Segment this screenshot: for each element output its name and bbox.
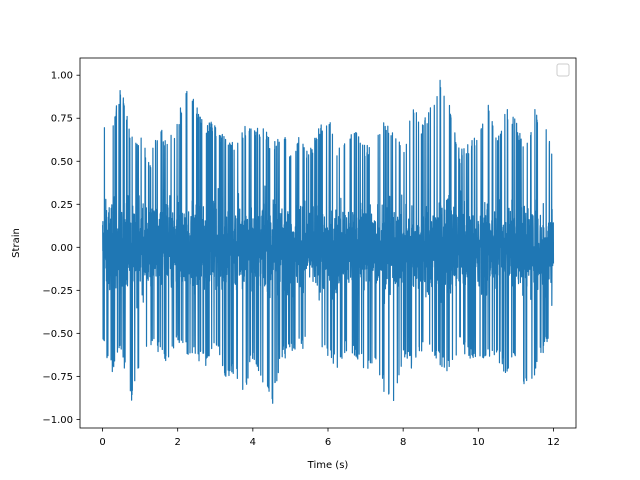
y-tick-label: −0.50 (42, 329, 73, 340)
x-axis-title: Time (s) (307, 460, 349, 471)
y-tick-label: 0.00 (51, 243, 73, 254)
x-tick-label: 12 (547, 437, 560, 448)
x-tick-label: 0 (99, 437, 105, 448)
y-tick-label: −0.25 (42, 286, 73, 297)
y-tick-label: 0.25 (51, 200, 73, 211)
x-tick-label: 10 (472, 437, 485, 448)
y-tick-label: −1.00 (42, 415, 73, 426)
y-tick-label: 1.00 (51, 71, 73, 82)
x-tick-label: 4 (250, 437, 256, 448)
legend-box (556, 63, 570, 77)
series-line-strain (101, 79, 555, 404)
y-tick-label: 0.75 (51, 114, 73, 125)
y-tick-label: 0.50 (51, 157, 73, 168)
y-tick-label: −0.75 (42, 372, 73, 383)
y-axis: −1.00 −0.75 −0.50 −0.25 0.00 0.25 0.50 0.75 1.00 (42, 71, 80, 426)
y-axis-title: Strain (11, 228, 22, 258)
plot-area (101, 79, 555, 404)
x-tick-label: 8 (400, 437, 406, 448)
x-tick-label: 2 (175, 437, 181, 448)
x-tick-label: 6 (325, 437, 331, 448)
x-axis: 0 2 4 6 8 10 12 (99, 428, 560, 448)
